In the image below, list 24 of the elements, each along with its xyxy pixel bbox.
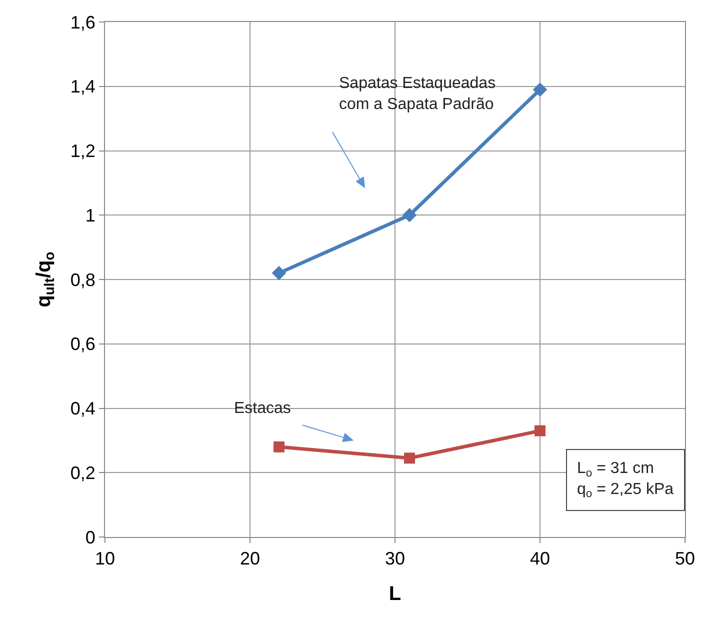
x-tick-label: 50 — [674, 548, 696, 569]
y-tick-label: 1 — [85, 205, 96, 226]
x-tick-label: 30 — [384, 548, 406, 569]
x-tick-label: 40 — [530, 548, 550, 569]
point — [534, 425, 546, 436]
x-tick-label: 10 — [94, 548, 116, 569]
y-tick-label: 0 — [85, 527, 96, 548]
point — [272, 266, 286, 280]
y-tick-label: 1,4 — [70, 76, 96, 97]
point — [402, 208, 417, 222]
series-label: Sapatas Estaqueadas com a Sapata Padrão — [339, 75, 496, 113]
y-tick-label: 0,4 — [70, 398, 96, 419]
y-tick-label: 1,2 — [70, 141, 96, 162]
y-tick-label: 0,8 — [70, 270, 96, 290]
y-tick-label: 1,6 — [70, 12, 96, 32]
annotation: L$_{o}$ = 31 cm q$_{o}$ = 2,25 kPa — [577, 460, 674, 500]
x-tick-label: 20 — [240, 548, 260, 569]
point — [274, 441, 284, 452]
point — [404, 452, 415, 464]
y-tick-label: 0,6 — [70, 334, 96, 354]
series-label: Estacas — [234, 400, 291, 417]
x-axis-title: L — [388, 583, 402, 606]
point — [532, 82, 548, 97]
y-tick-label: 0,2 — [70, 462, 96, 483]
